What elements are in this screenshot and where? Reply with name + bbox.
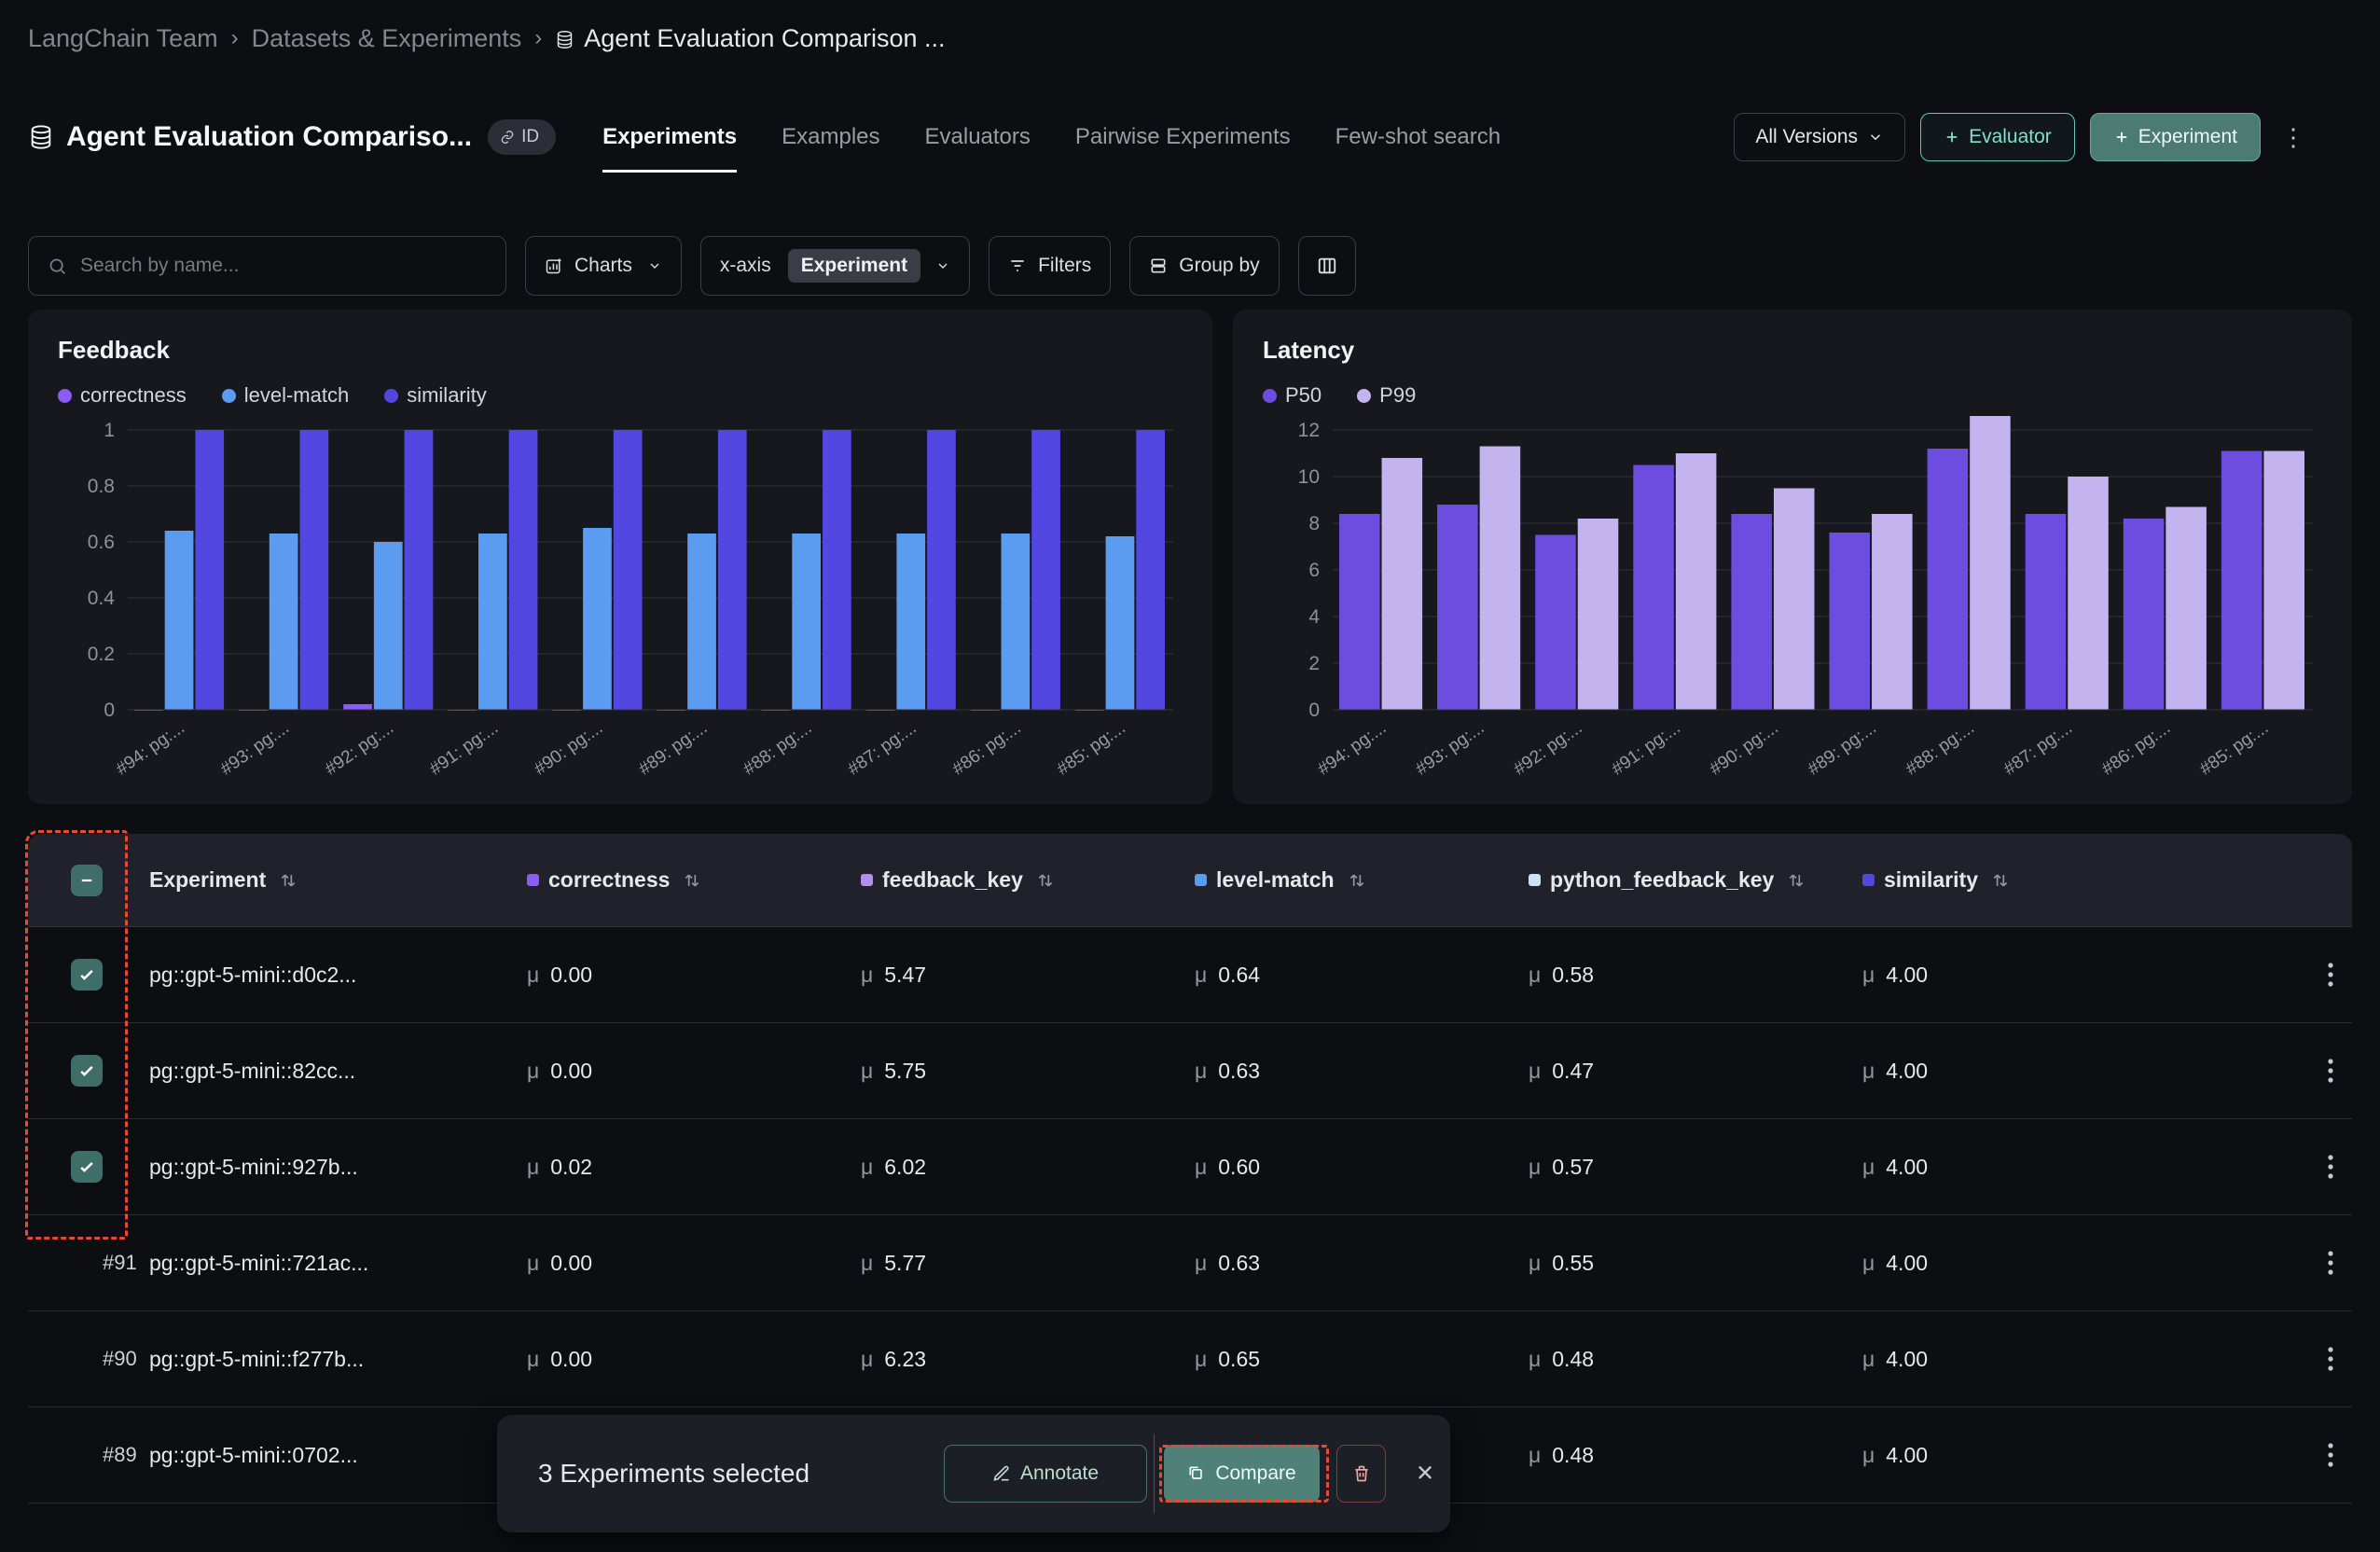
svg-text:0.2: 0.2 [88,644,115,665]
svg-text:0.8: 0.8 [88,476,115,497]
svg-text:8: 8 [1308,513,1320,534]
svg-text:#87: pg:...: #87: pg:... [2000,718,2076,780]
svg-text:#88: pg:...: #88: pg:... [1903,718,1978,780]
svg-text:#92: pg:...: #92: pg:... [1510,718,1585,780]
svg-text:#89: pg:...: #89: pg:... [635,718,711,780]
svg-text:#85: pg:...: #85: pg:... [2196,718,2272,780]
svg-text:#91: pg:...: #91: pg:... [426,718,502,780]
svg-text:#93: pg:...: #93: pg:... [1412,718,1488,780]
svg-text:#87: pg:...: #87: pg:... [844,718,920,780]
svg-text:#90: pg:...: #90: pg:... [1707,718,1782,780]
svg-text:#94: pg:...: #94: pg:... [113,718,188,780]
svg-text:#85: pg:...: #85: pg:... [1054,718,1129,780]
svg-text:#91: pg:...: #91: pg:... [1608,718,1683,780]
svg-text:4: 4 [1308,606,1320,628]
svg-text:#93: pg:...: #93: pg:... [217,718,293,780]
svg-text:2: 2 [1308,653,1320,674]
svg-text:0.4: 0.4 [88,588,116,609]
svg-text:#89: pg:...: #89: pg:... [1805,718,1880,780]
svg-text:#94: pg:...: #94: pg:... [1314,718,1390,780]
svg-text:#86: pg:...: #86: pg:... [948,718,1024,780]
svg-text:10: 10 [1298,466,1320,488]
svg-text:0: 0 [104,700,115,721]
svg-text:#86: pg:...: #86: pg:... [2098,718,2174,780]
svg-text:#92: pg:...: #92: pg:... [322,718,397,780]
svg-text:#88: pg:...: #88: pg:... [740,718,815,780]
svg-text:0: 0 [1308,700,1320,721]
svg-text:12: 12 [1298,420,1320,441]
svg-text:#90: pg:...: #90: pg:... [531,718,606,780]
svg-text:1: 1 [104,420,115,441]
svg-text:0.6: 0.6 [88,532,115,553]
svg-text:6: 6 [1308,560,1320,581]
